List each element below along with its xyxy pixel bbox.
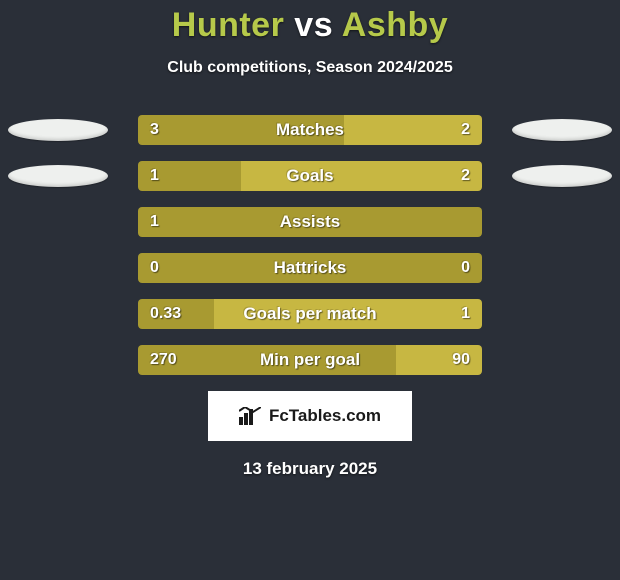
stat-row: 0Hattricks0 <box>0 253 620 283</box>
subtitle: Club competitions, Season 2024/2025 <box>0 59 620 77</box>
team-badge-right <box>512 115 612 145</box>
stat-value-right: 2 <box>461 115 470 145</box>
page-title: Hunter vs Ashby <box>0 6 620 45</box>
stat-label: Hattricks <box>138 253 482 283</box>
stat-value-right: 90 <box>452 345 470 375</box>
ellipse-icon <box>8 165 108 187</box>
stat-label: Goals per match <box>138 299 482 329</box>
team-badge-right <box>512 161 612 191</box>
stat-bar: 270Min per goal90 <box>138 345 482 375</box>
date-text: 13 february 2025 <box>0 459 620 479</box>
team-badge-left <box>8 161 108 191</box>
player-right-name: Ashby <box>342 6 448 44</box>
ellipse-icon <box>512 119 612 141</box>
stat-bar: 1Goals2 <box>138 161 482 191</box>
stat-bar: 1Assists <box>138 207 482 237</box>
stat-row: 270Min per goal90 <box>0 345 620 375</box>
stat-bar: 3Matches2 <box>138 115 482 145</box>
attribution-text: FcTables.com <box>269 406 381 426</box>
stat-value-right: 1 <box>461 299 470 329</box>
stat-label: Min per goal <box>138 345 482 375</box>
attribution-badge: FcTables.com <box>208 391 412 441</box>
stat-label: Assists <box>138 207 482 237</box>
stat-label: Goals <box>138 161 482 191</box>
stat-value-right: 0 <box>461 253 470 283</box>
stat-row: 3Matches2 <box>0 115 620 145</box>
stat-label: Matches <box>138 115 482 145</box>
stat-row: 1Goals2 <box>0 161 620 191</box>
stat-row: 1Assists <box>0 207 620 237</box>
stat-row: 0.33Goals per match1 <box>0 299 620 329</box>
player-left-name: Hunter <box>172 6 285 44</box>
comparison-card: Hunter vs Ashby Club competitions, Seaso… <box>0 0 620 580</box>
stat-bar: 0Hattricks0 <box>138 253 482 283</box>
stat-value-right: 2 <box>461 161 470 191</box>
stats-container: 3Matches21Goals21Assists0Hattricks00.33G… <box>0 115 620 375</box>
title-separator: vs <box>294 6 333 44</box>
ellipse-icon <box>8 119 108 141</box>
team-badge-left <box>8 115 108 145</box>
stat-bar: 0.33Goals per match1 <box>138 299 482 329</box>
ellipse-icon <box>512 165 612 187</box>
bar-chart-icon <box>239 407 261 425</box>
